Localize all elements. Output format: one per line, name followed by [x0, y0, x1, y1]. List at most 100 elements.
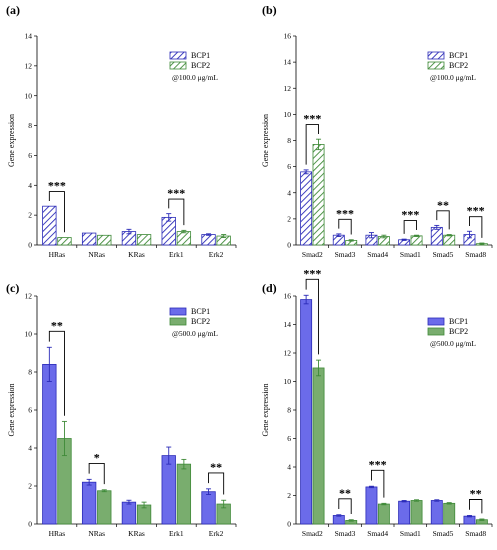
significance-label: ***	[401, 208, 419, 222]
chart-panel: (a) 0 2 4 6 8 10 12 14 Gene expression HRas NRas KRa…	[6, 3, 237, 259]
category-label: Smad5	[433, 529, 454, 538]
category-label: Smad1	[400, 529, 421, 538]
bar-bcp1	[201, 234, 216, 246]
y-axis-label: Gene expression	[261, 114, 270, 167]
bar-bcp1	[300, 299, 313, 525]
significance-bracket	[88, 462, 105, 485]
legend-swatch	[169, 51, 187, 60]
significance-label: ***	[303, 266, 321, 280]
legend-label: BCP1	[191, 51, 210, 60]
bar-bcp1	[121, 501, 137, 525]
category-label: Smad1	[400, 250, 421, 259]
concentration-label: @500.0 μg/mL	[430, 339, 476, 348]
significance-label: **	[51, 318, 63, 332]
bar-bcp2	[443, 234, 456, 246]
y-tick-label: 14	[284, 320, 292, 329]
panel-letter: (d)	[262, 281, 277, 295]
category-label: Erk2	[209, 250, 224, 259]
bar-bcp2	[97, 490, 112, 525]
category-label: HRas	[49, 250, 66, 259]
bar-bcp1	[463, 515, 476, 525]
significance-label: ***	[336, 206, 354, 220]
y-tick-label: 4	[287, 188, 291, 197]
bar-bcp2	[443, 502, 456, 525]
bar-bcp1	[81, 232, 97, 246]
concentration-label: @500.0 μg/mL	[172, 329, 218, 338]
y-tick-label: 12	[284, 349, 292, 358]
bar-bcp1	[398, 500, 411, 525]
y-tick-label: 0	[287, 520, 291, 529]
category-label: Smad4	[367, 529, 388, 538]
legend-swatch	[169, 317, 187, 326]
bar-bcp2	[377, 503, 390, 525]
significance-bracket	[168, 198, 185, 226]
y-axis-label: Gene expression	[7, 383, 16, 436]
panel-letter: (b)	[262, 3, 277, 17]
significance-label: **	[437, 198, 449, 212]
significance-label: ***	[303, 112, 321, 126]
bar-bcp2	[176, 231, 192, 246]
category-label: NRas	[88, 529, 105, 538]
bar-bcp1	[161, 455, 176, 525]
significance-label: ***	[467, 204, 485, 218]
y-tick-label: 16	[284, 32, 292, 41]
y-tick-label: 2	[28, 482, 32, 491]
legend-label: BCP2	[449, 327, 468, 336]
category-label: Smad3	[335, 529, 356, 538]
y-tick-label: 10	[25, 330, 33, 339]
legend-label: BCP2	[191, 61, 210, 70]
bar-bcp1	[430, 500, 443, 525]
category-label: Smad8	[465, 529, 486, 538]
bar-bcp2	[312, 367, 325, 525]
y-tick-label: 6	[287, 434, 291, 443]
y-tick-label: 2	[287, 214, 291, 223]
chart-panel: (b) 0 2 4 6 8 10 12 14 16 Gene expression Smad2 Smad…	[261, 3, 493, 259]
legend-swatch	[427, 317, 445, 326]
y-tick-label: 8	[287, 406, 291, 415]
category-label: Smad2	[302, 250, 323, 259]
significance-label: **	[339, 486, 351, 500]
category-label: KRas	[128, 529, 145, 538]
legend-swatch	[169, 307, 187, 316]
significance-bracket	[305, 124, 319, 165]
legend-label: BCP1	[449, 51, 468, 60]
category-label: Smad8	[465, 250, 486, 259]
bar-bcp2	[136, 234, 152, 246]
concentration-label: @100.0 μg/mL	[430, 73, 476, 82]
legend-label: BCP2	[449, 61, 468, 70]
legend-label: BCP2	[191, 317, 210, 326]
category-label: HRas	[49, 529, 66, 538]
significance-bracket	[469, 216, 483, 238]
y-tick-label: 16	[284, 292, 292, 301]
chart-panel: (c) 0 2 4 6 8 10 12 Gene expression HRas NRas KRas E…	[6, 281, 237, 538]
category-label: Erk2	[209, 529, 224, 538]
y-tick-label: 4	[28, 444, 32, 453]
y-tick-label: 4	[28, 181, 32, 190]
y-tick-label: 10	[284, 110, 292, 119]
concentration-label: @100.0 μg/mL	[172, 73, 218, 82]
category-label: Erk1	[169, 529, 184, 538]
significance-bracket	[48, 330, 65, 416]
y-tick-label: 0	[28, 520, 32, 529]
bar-bcp1	[42, 205, 57, 246]
y-tick-label: 14	[25, 32, 33, 41]
y-tick-label: 10	[284, 377, 292, 386]
y-tick-label: 14	[284, 58, 292, 67]
bar-bcp2	[410, 235, 423, 246]
panel-letter: (a)	[6, 3, 20, 17]
legend-swatch	[427, 61, 445, 70]
significance-bracket	[403, 220, 417, 234]
category-label: NRas	[88, 250, 105, 259]
bar-bcp1	[81, 481, 97, 525]
y-tick-label: 10	[25, 91, 33, 100]
bar-bcp2	[97, 234, 112, 246]
y-tick-label: 6	[28, 406, 32, 415]
category-label: Smad2	[302, 529, 323, 538]
significance-label: ***	[48, 179, 66, 193]
significance-label: *	[94, 450, 100, 464]
category-label: Smad5	[433, 250, 454, 259]
y-tick-label: 2	[28, 211, 32, 220]
y-axis-label: Gene expression	[261, 383, 270, 436]
significance-bracket	[469, 499, 483, 514]
